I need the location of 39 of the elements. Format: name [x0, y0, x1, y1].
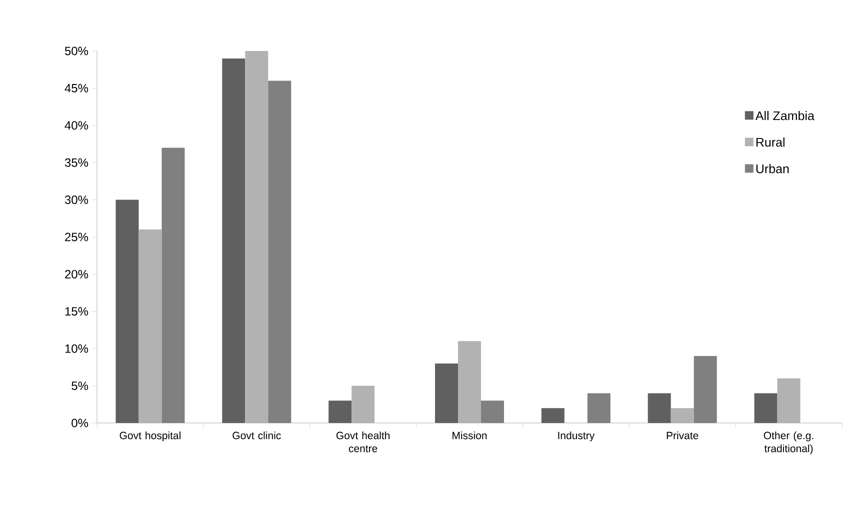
bar [541, 408, 564, 423]
bar [245, 51, 268, 423]
bar [458, 341, 481, 423]
bar [587, 393, 610, 423]
y-tick-label: 10% [65, 344, 88, 353]
y-tick-label: 0% [72, 418, 88, 428]
y-tick-label: 5% [72, 382, 88, 390]
x-tick-label: Other (e.g. traditional) [764, 432, 814, 454]
bar [694, 356, 717, 423]
bar [116, 200, 139, 423]
bar [162, 148, 185, 423]
bar [670, 408, 694, 423]
x-tick-label: Govt clinic [232, 432, 281, 440]
bar [754, 393, 778, 423]
bar [352, 386, 375, 423]
y-tick-label: 25% [65, 232, 88, 242]
bar [222, 58, 246, 423]
bar [138, 230, 162, 423]
legend-label: Rural [756, 138, 784, 147]
legend-label: All Zambia [755, 110, 814, 120]
x-tick-label: Industry [558, 432, 595, 442]
x-tick-label: Govt health centre [336, 432, 390, 452]
bar [268, 80, 292, 423]
y-tick-label: 20% [65, 270, 88, 278]
bar [777, 378, 800, 423]
y-tick-label: 15% [65, 307, 88, 316]
bar [435, 363, 458, 423]
legend-label: Urban [756, 164, 789, 174]
x-tick-label: Private [666, 432, 698, 440]
bar [328, 400, 352, 423]
y-tick-label: 50% [64, 46, 88, 56]
bar [648, 393, 671, 423]
bar [481, 400, 504, 423]
y-tick-label: 40% [64, 121, 88, 130]
y-tick-label: 45% [64, 84, 88, 92]
x-tick-label: Govt hospital [120, 432, 180, 442]
x-tick-label: Mission [452, 432, 487, 440]
y-tick-label: 35% [64, 158, 88, 167]
y-tick-label: 30% [64, 196, 88, 204]
